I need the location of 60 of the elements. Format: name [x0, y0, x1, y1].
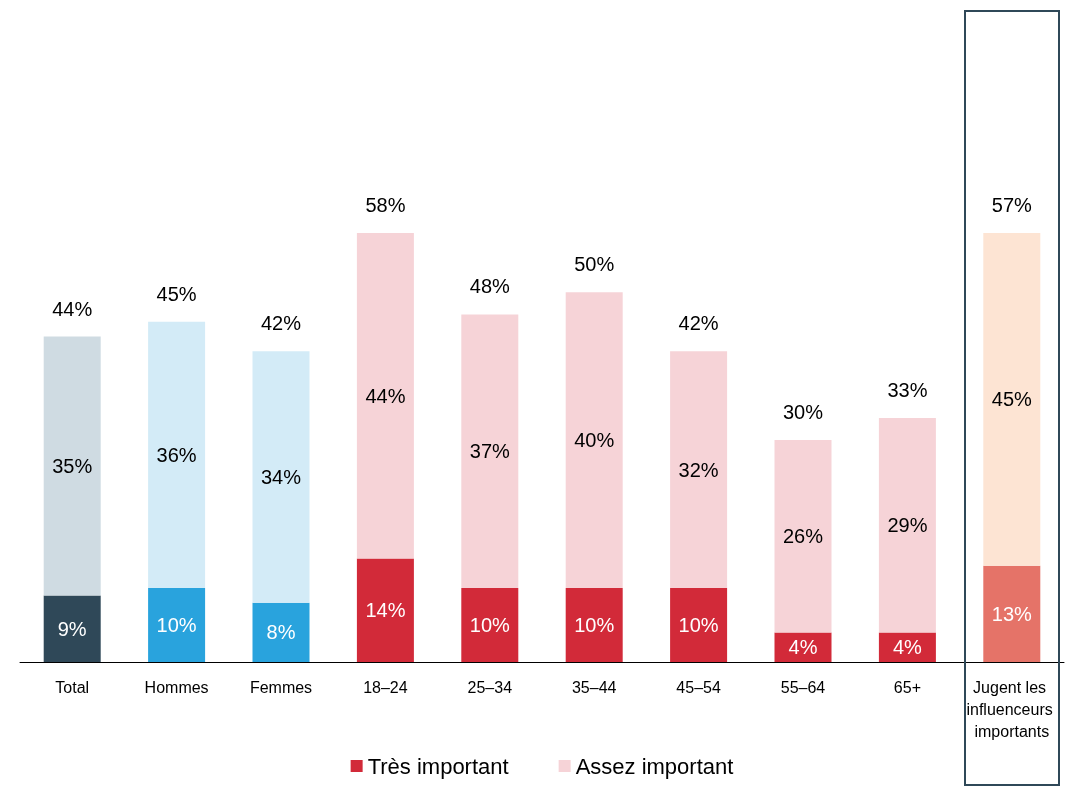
x-tick-label: 18–24	[363, 678, 408, 696]
total-label: 58%	[365, 194, 406, 217]
total-label: 42%	[678, 312, 719, 335]
data-label: 45%	[991, 388, 1033, 411]
legend-label: Assez important	[575, 753, 734, 779]
bar	[774, 440, 832, 633]
data-label: 10%	[678, 614, 719, 637]
x-tick-label: Femmes	[249, 678, 313, 696]
data-label: 37%	[469, 440, 511, 463]
bar	[148, 588, 206, 662]
data-label: 8%	[266, 621, 296, 644]
bar	[670, 351, 728, 589]
data-label: 32%	[678, 458, 719, 481]
data-label: 44%	[365, 384, 406, 407]
bar	[461, 588, 519, 662]
data-label: 13%	[991, 602, 1033, 625]
bar	[356, 233, 414, 559]
bar	[670, 588, 728, 662]
x-tick-label: Total	[55, 678, 90, 696]
bar	[356, 558, 414, 662]
bar	[43, 595, 101, 662]
x-tick-label: 55–64	[780, 678, 826, 696]
x-tick-label: 25–34	[467, 678, 513, 696]
total-label: 50%	[574, 253, 615, 276]
data-label: 10%	[574, 614, 615, 637]
total-label: 42%	[260, 312, 302, 335]
total-label: 44%	[52, 297, 93, 320]
data-label: 9%	[57, 617, 87, 640]
bar	[252, 602, 310, 662]
total-label: 33%	[887, 378, 928, 401]
total-label: 57%	[991, 194, 1033, 217]
data-label: 4%	[892, 636, 923, 659]
bar	[461, 314, 519, 589]
data-label: 34%	[260, 466, 302, 489]
x-tick-label: 35–44	[571, 678, 617, 696]
bar	[43, 336, 101, 596]
data-label: 4%	[788, 636, 818, 659]
bar	[252, 351, 310, 603]
x-tick-label: 65+	[893, 678, 921, 696]
bar	[565, 292, 623, 589]
x-tick-label: 45–54	[676, 678, 721, 696]
bar	[565, 588, 623, 662]
bar	[148, 321, 206, 589]
data-label: 35%	[52, 455, 93, 478]
data-label: 10%	[469, 614, 511, 637]
data-label: 29%	[887, 514, 928, 537]
bar	[878, 417, 936, 633]
total-label: 48%	[469, 275, 511, 298]
bar	[983, 565, 1041, 662]
x-tick-label: Hommes	[144, 678, 209, 696]
bar	[983, 233, 1041, 566]
x-tick-label: Jugent les influenceurs importants	[966, 678, 1058, 740]
data-label: 40%	[574, 429, 615, 452]
data-label: 14%	[365, 599, 406, 622]
data-label: 26%	[782, 525, 824, 548]
total-label: 30%	[782, 401, 824, 424]
data-label: 10%	[156, 614, 197, 637]
total-label: 45%	[156, 282, 197, 305]
legend-label: Très important	[367, 753, 509, 779]
data-label: 36%	[156, 443, 197, 466]
